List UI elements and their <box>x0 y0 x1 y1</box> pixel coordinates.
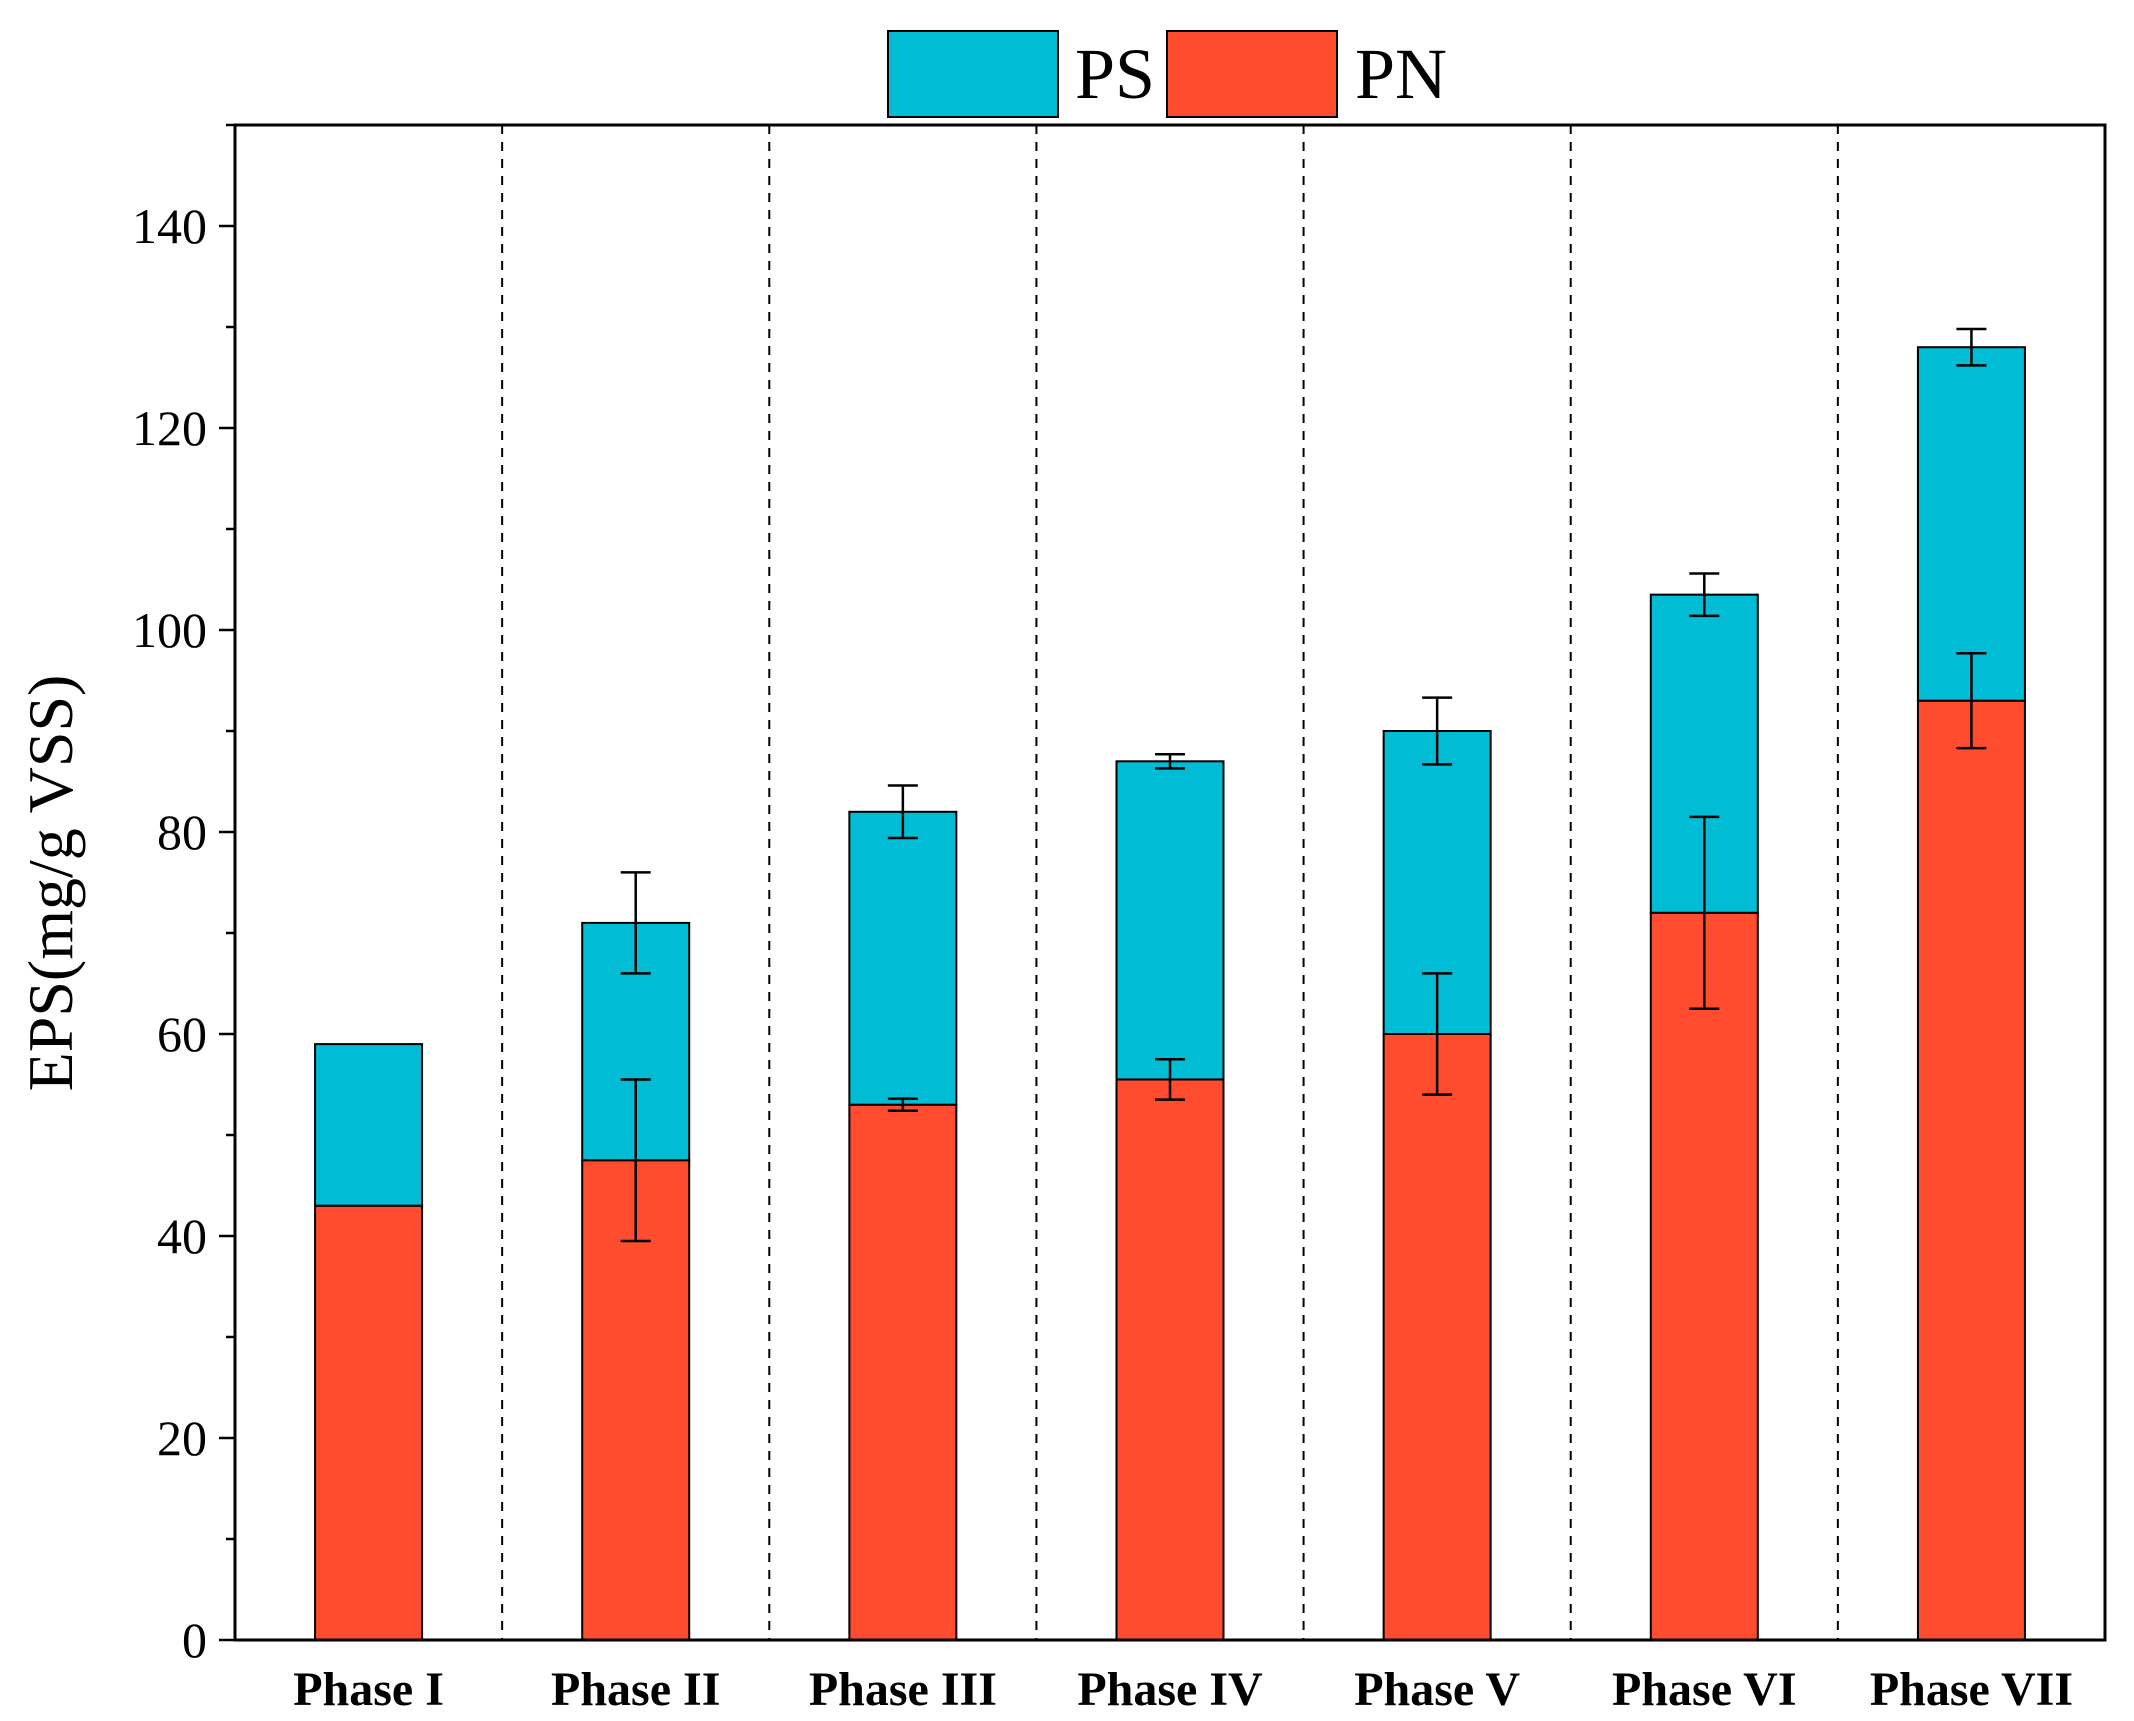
x-tick-label: Phase I <box>293 1663 444 1716</box>
y-tick-label: 120 <box>132 400 207 456</box>
bar-pn <box>1382 1033 1492 1641</box>
bars-layer <box>314 346 2026 1641</box>
bar-ps <box>848 810 958 1106</box>
plot-frame <box>233 123 2107 1642</box>
bar-pn <box>1115 1078 1225 1641</box>
bar-pn <box>848 1103 958 1641</box>
x-tick-label: Phase V <box>1354 1663 1520 1716</box>
x-tick-label: Phase VII <box>1870 1663 2073 1716</box>
bar-pn <box>314 1204 424 1641</box>
y-axis-title: EPS(mg/g VSS) <box>15 675 86 1092</box>
y-tick-label: 60 <box>157 1006 207 1062</box>
x-tick-label: Phase VI <box>1612 1663 1796 1716</box>
y-tick-label: 80 <box>157 804 207 860</box>
bar-ps <box>314 1043 424 1207</box>
bar-pn <box>1649 911 1759 1641</box>
bar-pn <box>1916 699 2026 1641</box>
x-tick-label: Phase III <box>809 1663 997 1716</box>
x-tick-label: Phase II <box>551 1663 720 1716</box>
bar-ps <box>1115 760 1225 1081</box>
bar-ps <box>1916 346 2026 702</box>
legend-label-ps: PS <box>1075 34 1155 114</box>
legend: PS PN <box>887 30 1447 118</box>
labels-layer: EPS(mg/g VSS) Phase I Phase II Phase III Ph… <box>15 198 2073 1716</box>
legend-swatch-pn <box>1166 30 1338 118</box>
y-tick-label: 40 <box>157 1208 207 1264</box>
phase-separator-layer <box>501 125 1839 1640</box>
x-tick-label: Phase IV <box>1077 1663 1263 1716</box>
legend-swatch-ps <box>887 30 1059 118</box>
axes-layer <box>219 123 2107 1642</box>
y-tick-label: 100 <box>132 602 207 658</box>
y-tick-label: 20 <box>157 1410 207 1466</box>
y-tick-label: 140 <box>132 198 207 254</box>
legend-label-pn: PN <box>1355 34 1447 114</box>
y-tick-label: 0 <box>182 1612 207 1668</box>
error-bars-layer <box>620 327 1987 1243</box>
